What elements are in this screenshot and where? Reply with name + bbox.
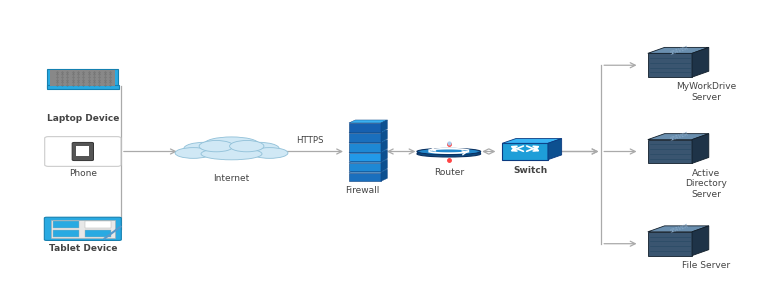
Ellipse shape — [237, 142, 279, 155]
Polygon shape — [349, 170, 387, 172]
Text: MyWorkDrive
Server: MyWorkDrive Server — [677, 82, 737, 102]
Polygon shape — [692, 47, 709, 77]
Ellipse shape — [251, 148, 288, 158]
Text: Switch: Switch — [513, 166, 548, 175]
FancyBboxPatch shape — [72, 142, 94, 161]
FancyBboxPatch shape — [51, 220, 114, 238]
Text: Active
Directory
Server: Active Directory Server — [686, 169, 727, 198]
Polygon shape — [349, 160, 387, 163]
Ellipse shape — [175, 148, 212, 158]
Ellipse shape — [417, 148, 481, 155]
Polygon shape — [349, 163, 381, 171]
Polygon shape — [502, 138, 561, 143]
FancyBboxPatch shape — [45, 217, 121, 241]
Polygon shape — [381, 120, 387, 132]
Polygon shape — [349, 140, 387, 143]
Polygon shape — [349, 123, 381, 132]
Polygon shape — [349, 130, 387, 133]
Text: SERVER: SERVER — [670, 223, 690, 234]
Ellipse shape — [204, 137, 259, 151]
Ellipse shape — [420, 149, 478, 154]
Text: Tablet Device: Tablet Device — [48, 244, 117, 253]
Polygon shape — [48, 68, 118, 88]
FancyBboxPatch shape — [53, 230, 79, 237]
Polygon shape — [349, 143, 381, 152]
Polygon shape — [381, 140, 387, 152]
Polygon shape — [548, 138, 561, 160]
Text: Internet: Internet — [214, 174, 250, 183]
Polygon shape — [349, 133, 381, 142]
Polygon shape — [417, 152, 481, 153]
Polygon shape — [381, 170, 387, 181]
Polygon shape — [51, 70, 115, 86]
Polygon shape — [647, 140, 692, 163]
Polygon shape — [349, 120, 387, 123]
FancyBboxPatch shape — [45, 137, 121, 166]
Polygon shape — [381, 150, 387, 161]
Ellipse shape — [230, 141, 264, 152]
Polygon shape — [647, 226, 709, 232]
Polygon shape — [349, 150, 387, 153]
Ellipse shape — [199, 141, 233, 152]
FancyBboxPatch shape — [85, 230, 111, 237]
Polygon shape — [381, 130, 387, 142]
Ellipse shape — [417, 151, 481, 157]
Polygon shape — [647, 134, 709, 140]
Polygon shape — [692, 226, 709, 256]
Polygon shape — [47, 85, 119, 89]
Text: SERVER: SERVER — [670, 45, 690, 56]
Polygon shape — [381, 160, 387, 171]
Text: Router: Router — [434, 168, 464, 177]
Polygon shape — [349, 153, 381, 161]
FancyBboxPatch shape — [53, 221, 79, 228]
Ellipse shape — [184, 142, 226, 155]
Text: SERVER: SERVER — [670, 131, 690, 142]
Polygon shape — [502, 143, 548, 160]
Ellipse shape — [201, 148, 262, 160]
FancyBboxPatch shape — [85, 221, 111, 228]
Polygon shape — [647, 53, 692, 77]
Polygon shape — [692, 134, 709, 163]
Text: Phone: Phone — [69, 169, 97, 178]
Polygon shape — [647, 47, 709, 53]
Text: Laptop Device: Laptop Device — [47, 114, 119, 123]
Text: HTTPS: HTTPS — [296, 136, 324, 145]
Polygon shape — [647, 232, 692, 256]
FancyBboxPatch shape — [76, 145, 89, 156]
Text: File Server: File Server — [683, 261, 730, 270]
Text: Firewall: Firewall — [346, 186, 380, 195]
Polygon shape — [349, 172, 381, 181]
